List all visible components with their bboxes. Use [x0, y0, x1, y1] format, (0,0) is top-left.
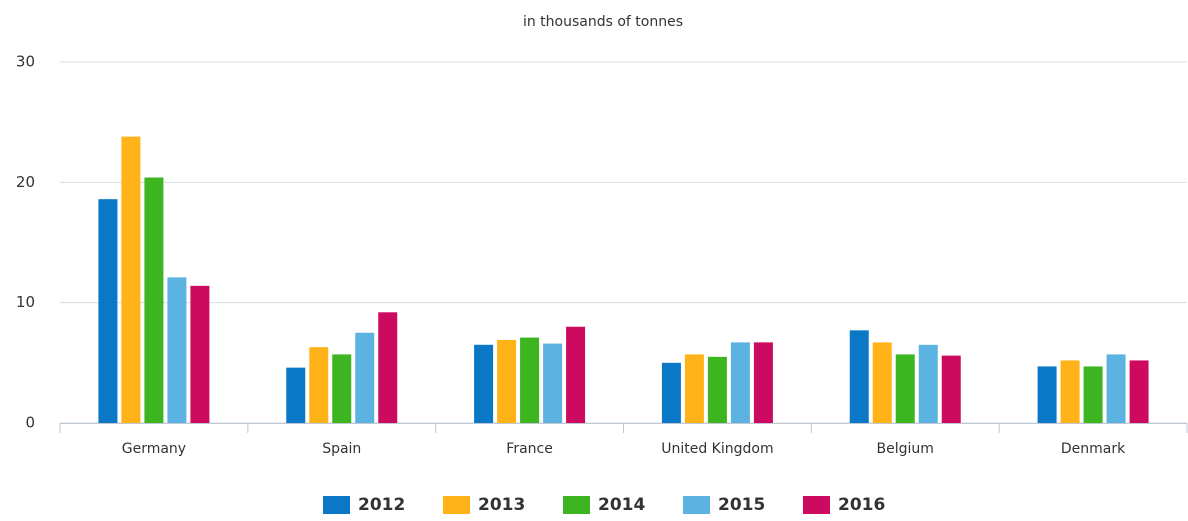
bar [707, 356, 727, 423]
x-tick-label: United Kingdom [661, 441, 773, 457]
bar [355, 332, 375, 423]
legend-label: 2013 [478, 495, 525, 515]
chart-subtitle: in thousands of tonnes [523, 14, 683, 30]
x-tick-label: Germany [122, 441, 186, 457]
y-tick-label: 10 [16, 293, 35, 311]
x-tick-label: France [506, 441, 553, 457]
legend-swatch [323, 496, 350, 514]
x-tick-label: Spain [322, 441, 361, 457]
x-tick-label: Belgium [877, 441, 934, 457]
bar [1083, 366, 1103, 423]
y-tick-label: 0 [25, 414, 35, 432]
legend-swatch [803, 496, 830, 514]
bar [520, 337, 540, 423]
legend-swatch [443, 496, 470, 514]
bar [497, 339, 517, 423]
x-tick-label: Denmark [1061, 441, 1126, 457]
bar [1060, 360, 1080, 423]
bar [121, 136, 141, 423]
bar [1129, 360, 1149, 423]
legend-swatch [683, 496, 710, 514]
y-tick-label: 30 [16, 53, 35, 71]
bar [474, 344, 494, 423]
bar [918, 344, 938, 423]
bar [378, 312, 398, 423]
bar [309, 347, 329, 423]
bar [941, 355, 961, 423]
bar [286, 367, 306, 423]
bar [661, 362, 681, 423]
bar [1106, 354, 1126, 423]
bar [753, 342, 773, 423]
bar [1037, 366, 1057, 423]
legend-label: 2014 [598, 495, 645, 515]
bar [332, 354, 352, 423]
bar [872, 342, 892, 423]
legend-label: 2012 [358, 495, 405, 515]
legend-label: 2015 [718, 495, 765, 515]
bar [849, 330, 869, 423]
bar [167, 277, 187, 423]
bar [684, 354, 704, 423]
legend-swatch [563, 496, 590, 514]
y-tick-label: 20 [16, 173, 35, 191]
bar [566, 326, 586, 423]
bar [730, 342, 750, 423]
bar [98, 199, 118, 423]
bar [895, 354, 915, 423]
bar [144, 177, 164, 423]
legend-label: 2016 [838, 495, 885, 515]
bar [543, 343, 563, 423]
bar [190, 285, 210, 423]
